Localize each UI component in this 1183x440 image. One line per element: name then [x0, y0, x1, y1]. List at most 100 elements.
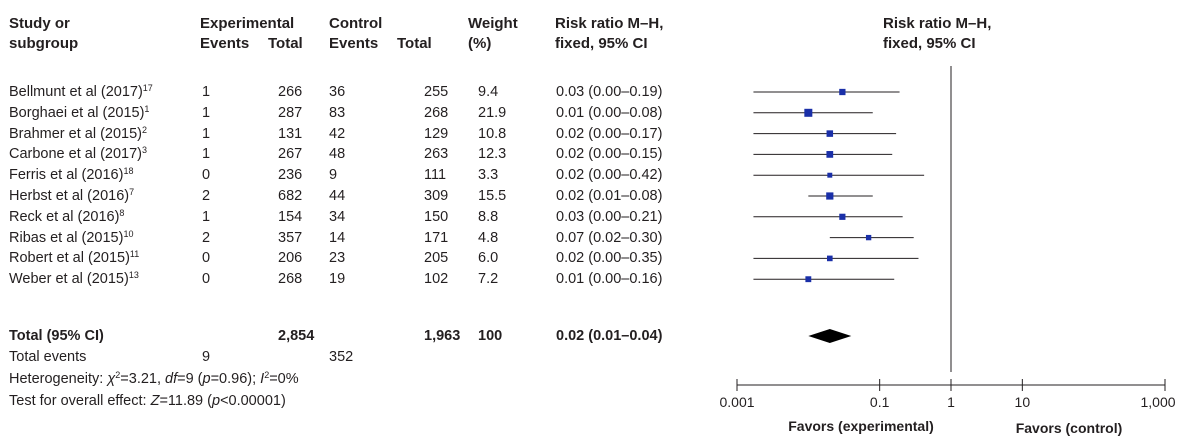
total-label: Total (95% CI): [9, 328, 104, 344]
study-name: Ribas et al (2015)10: [9, 228, 134, 246]
study-rr: 0.02 (0.00–0.15): [556, 146, 663, 163]
study-ctrl-events: 42: [329, 125, 346, 142]
header-study-line2: subgroup: [9, 35, 79, 52]
study-ctrl-total: 255: [424, 84, 449, 100]
header-ctrl-total: Total: [397, 35, 432, 52]
study-exp-events: 1: [202, 125, 211, 142]
study-ref: 18: [123, 166, 134, 177]
favors-control-label: Favors (control): [1015, 420, 1123, 436]
study-marker: [839, 88, 846, 96]
heterogeneity-text: Heterogeneity: χ2=3.21, df=9 (p=0.96); I…: [9, 370, 299, 388]
study-marker: [839, 213, 846, 220]
study-exp-events: 0: [202, 167, 211, 184]
study-exp-events: 1: [202, 146, 211, 163]
study-marker: [826, 130, 834, 137]
study-name: Carbone et al (2017)3: [9, 145, 148, 163]
study-weight: 12.3: [478, 146, 507, 163]
favors-experimental-label: Favors (experimental): [788, 418, 934, 434]
header-control: Control: [329, 15, 383, 32]
study-marker: [826, 255, 833, 262]
header-plot-line2: fixed, 95% CI: [883, 35, 976, 52]
study-name: Ferris et al (2016)18: [9, 166, 134, 184]
x-tick-label: 10: [1014, 394, 1031, 410]
study-ctrl-events: 48: [329, 146, 346, 163]
study-exp-events: 1: [202, 208, 211, 225]
x-tick-label: 0.1: [869, 394, 890, 410]
events-exp: 9: [202, 349, 211, 365]
header-study: Study or subgroup: [9, 14, 78, 54]
study-exp-total: 154: [278, 208, 303, 225]
header-rr: Risk ratio M–H, fixed, 95% CI: [555, 14, 663, 54]
study-name: Reck et al (2016)8: [9, 207, 125, 225]
study-ref: 17: [142, 83, 153, 93]
x-tick-label: 1,000: [1140, 394, 1176, 410]
pooled-diamond: [808, 329, 852, 343]
study-ctrl-events: 19: [329, 271, 346, 288]
study-weight: 4.8: [478, 229, 499, 246]
study-weight: 9.4: [478, 84, 499, 100]
study-ctrl-total: 171: [424, 229, 449, 246]
header-rr-line2: fixed, 95% CI: [555, 35, 648, 52]
study-name: Herbst et al (2016)7: [9, 187, 135, 205]
study-ctrl-total: 263: [424, 146, 449, 163]
study-marker: [865, 234, 872, 241]
study-exp-total: 236: [278, 167, 303, 184]
study-ref: 13: [128, 270, 139, 281]
study-rr: 0.03 (0.00–0.19): [556, 84, 663, 100]
study-name: Bellmunt et al (2017)17: [9, 83, 153, 101]
x-tick-label: 1: [947, 394, 955, 410]
study-rr: 0.02 (0.00–0.17): [556, 125, 663, 142]
total-weight: 100: [478, 328, 503, 344]
header-plot-line1: Risk ratio M–H,: [883, 15, 992, 32]
study-exp-total: 682: [278, 188, 303, 204]
study-weight: 21.9: [478, 104, 507, 121]
study-ctrl-events: 14: [329, 229, 346, 246]
study-name: Robert et al (2015)11: [9, 249, 140, 267]
study-exp-total: 206: [278, 250, 303, 267]
study-ref: 10: [123, 228, 134, 239]
study-exp-total: 131: [278, 125, 303, 142]
study-exp-events: 2: [202, 188, 211, 204]
study-ref: 1: [144, 103, 150, 114]
study-weight: 6.0: [478, 250, 499, 267]
study-ctrl-events: 36: [329, 84, 346, 100]
total-ctrl-total: 1,963: [424, 328, 461, 344]
study-weight: 8.8: [478, 208, 499, 225]
study-marker: [827, 172, 833, 178]
study-ctrl-total: 205: [424, 250, 449, 267]
study-name: Weber et al (2015)13: [9, 270, 139, 288]
study-exp-total: 287: [278, 104, 303, 121]
study-weight: 15.5: [478, 188, 507, 204]
study-ctrl-events: 23: [329, 250, 346, 267]
total-exp-total: 2,854: [278, 328, 315, 344]
study-exp-total: 266: [278, 84, 303, 100]
header-study-line1: Study or: [9, 15, 70, 32]
study-rr: 0.02 (0.00–0.42): [556, 167, 663, 184]
study-ctrl-total: 111: [424, 167, 447, 184]
study-rr: 0.02 (0.00–0.35): [556, 250, 663, 267]
study-ctrl-events: 34: [329, 208, 346, 225]
header-ctrl-events: Events: [329, 35, 379, 52]
events-ctrl: 352: [329, 349, 354, 365]
study-marker: [826, 192, 834, 200]
header-weight: Weight (%): [468, 14, 518, 54]
study-marker: [805, 276, 812, 283]
study-weight: 7.2: [478, 271, 499, 288]
study-exp-total: 268: [278, 271, 303, 288]
study-ctrl-total: 150: [424, 208, 449, 225]
study-exp-events: 0: [202, 250, 211, 267]
total-rr: 0.02 (0.01–0.04): [556, 328, 663, 344]
study-marker: [804, 108, 813, 117]
study-marker: [826, 151, 834, 158]
study-exp-events: 2: [202, 229, 211, 246]
study-rr: 0.01 (0.00–0.08): [556, 104, 663, 121]
study-rr: 0.02 (0.01–0.08): [556, 188, 663, 204]
overall-effect-text: Test for overall effect: Z=11.89 (p<0.00…: [9, 393, 286, 409]
header-exp-total: Total: [268, 35, 303, 52]
study-ctrl-total: 129: [424, 125, 449, 142]
x-tick-label: 0.001: [719, 394, 755, 410]
study-exp-events: 1: [202, 84, 211, 100]
study-rr: 0.07 (0.02–0.30): [556, 229, 663, 246]
study-ref: 8: [119, 207, 125, 218]
